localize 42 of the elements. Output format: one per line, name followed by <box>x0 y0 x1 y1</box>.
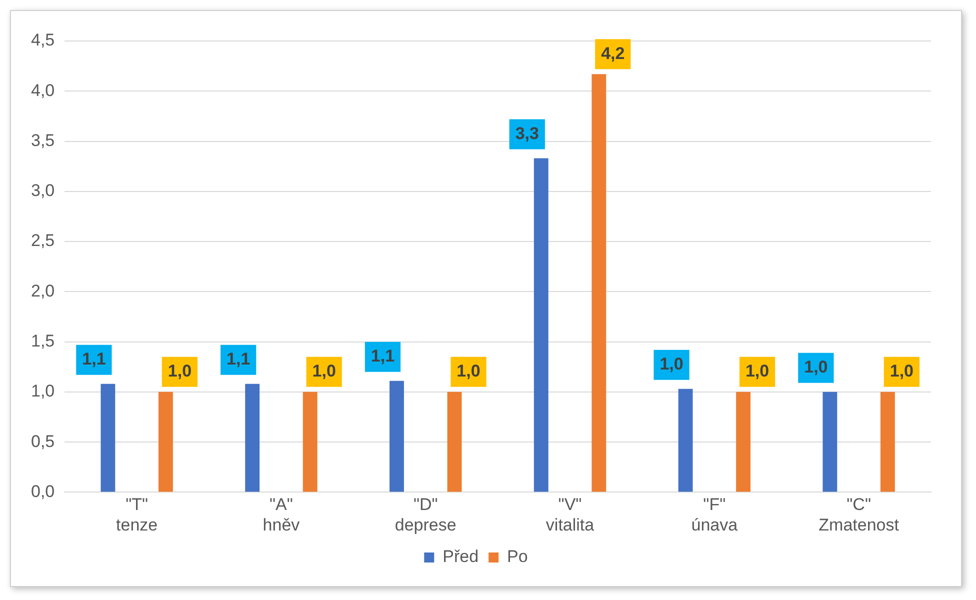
legend-label: Po <box>507 547 528 566</box>
data-label: 1,0 <box>804 358 828 377</box>
data-label: 1,0 <box>660 354 684 374</box>
bar <box>736 392 751 492</box>
x-tick-label: "F" únava <box>691 495 738 534</box>
data-label: 1,0 <box>745 362 770 381</box>
bar <box>592 74 606 492</box>
data-label: 1,0 <box>456 362 480 381</box>
data-label: 1,0 <box>312 362 336 381</box>
bar <box>158 392 173 492</box>
data-label: 4,2 <box>601 44 625 63</box>
x-tick-label: "V" vitalita <box>546 495 595 534</box>
bar <box>678 388 693 492</box>
y-tick-label: 3,5 <box>30 130 55 150</box>
bar <box>822 392 838 492</box>
bar <box>447 392 462 492</box>
x-tick-label: "D" deprese <box>394 495 456 534</box>
x-tick-label: "C" Zmatenost <box>818 495 900 534</box>
y-tick-label: 2,0 <box>30 281 55 300</box>
data-label: 1,0 <box>168 362 192 381</box>
data-label: 3,3 <box>515 124 539 143</box>
data-label: 1,1 <box>226 350 250 369</box>
y-tick-label: 1,5 <box>30 331 55 350</box>
x-tick-label: "T" tenze <box>116 495 158 534</box>
y-tick-label: 0,0 <box>30 482 55 501</box>
y-tick-label: 1,0 <box>30 382 55 401</box>
y-tick-label: 2,5 <box>30 231 55 250</box>
y-tick-label: 4,0 <box>30 80 55 100</box>
data-label: 1,1 <box>370 346 395 366</box>
y-tick-label: 0,5 <box>30 432 55 451</box>
data-label: 1,0 <box>890 362 914 381</box>
bar <box>880 392 895 492</box>
bar <box>245 384 260 492</box>
bar <box>302 392 318 492</box>
bar <box>534 158 548 492</box>
bar <box>390 380 404 492</box>
y-tick-label: 4,5 <box>30 30 55 50</box>
x-tick-label: "A" hněv <box>262 495 300 534</box>
legend-label: Před <box>442 547 479 566</box>
bar <box>100 384 116 492</box>
y-tick-label: 3,0 <box>30 181 55 200</box>
data-label: 1,1 <box>82 350 106 369</box>
